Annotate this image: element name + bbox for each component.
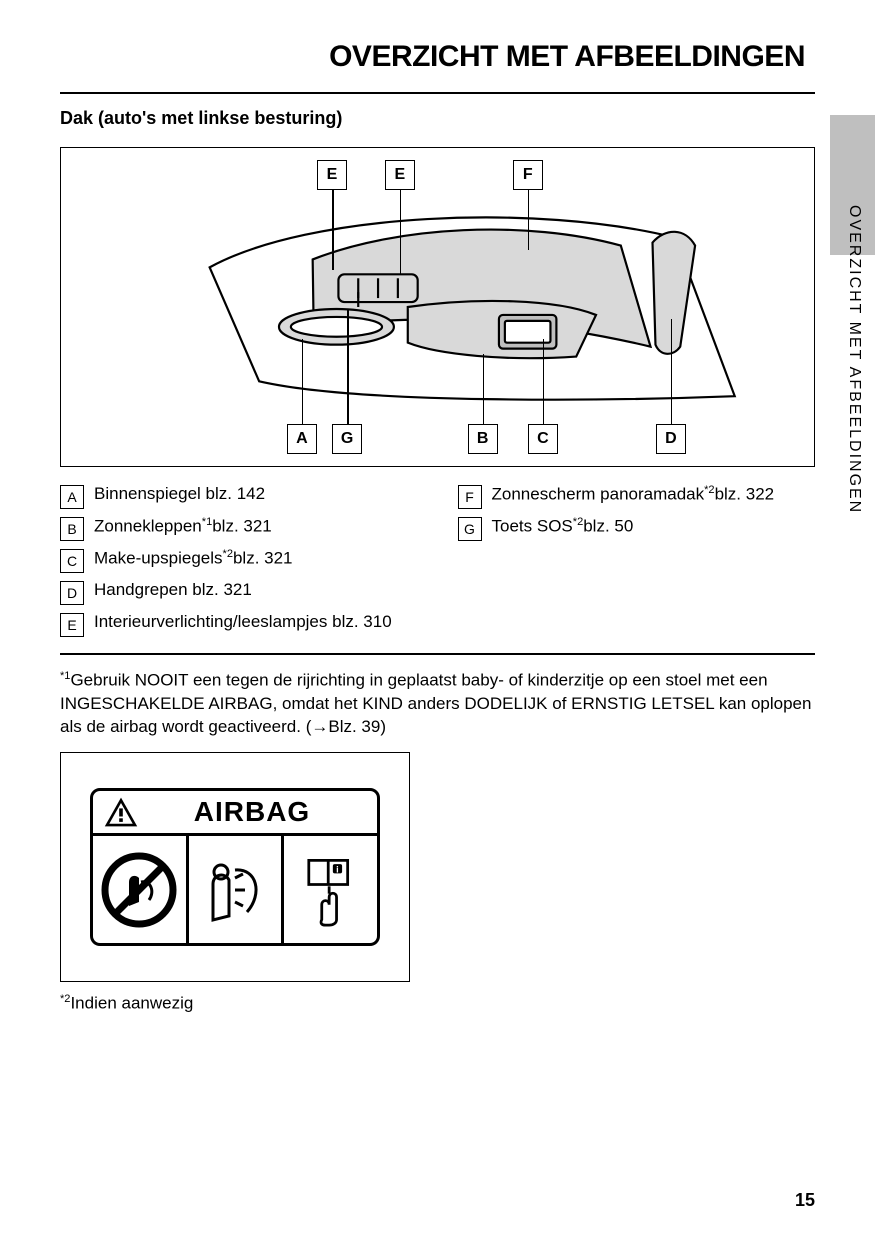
legend-item: B Zonnekleppen*1blz. 321 [60,515,418,541]
rule-top [60,92,815,94]
legend-letter-box: G [458,517,482,541]
callout-line [671,319,673,424]
callout-G: G [332,424,362,454]
legend-text: Binnenspiegel blz. 142 [94,483,418,505]
legend-text: Toets SOS*2blz. 50 [492,515,816,538]
callout-E-1: E [317,160,347,190]
section-subtitle: Dak (auto's met linkse besturing) [60,108,815,129]
callout-C: C [528,424,558,454]
airbag-manual-icon: i [284,836,377,943]
legend-letter-box: E [60,613,84,637]
legend-item: D Handgrepen blz. 321 [60,579,418,605]
airbag-warning-label: AIRBAG [90,788,380,946]
legend-item: F Zonnescherm panoramadak*2blz. 322 [458,483,816,509]
legend-text: Interieurverlichting/leeslampjes blz. 31… [94,611,418,633]
airbag-prohibition-icon [93,836,189,943]
page-number: 15 [795,1190,815,1211]
callout-line [543,339,545,424]
callout-line [400,190,402,275]
rule-mid [60,653,815,655]
callout-line [332,190,334,270]
legend-text: Make-upspiegels*2blz. 321 [94,547,418,570]
callout-B: B [468,424,498,454]
footnote-2-marker: *2 [60,993,70,1005]
legend-text: Zonnekleppen*1blz. 321 [94,515,418,538]
legend-item: E Interieurverlichting/leeslampjes blz. 3… [60,611,418,637]
callout-line [483,354,485,424]
roof-diagram: E E F A G B C D [60,147,815,467]
legend-letter-box: F [458,485,482,509]
legend-item: C Make-upspiegels*2blz. 321 [60,547,418,573]
footnote-2-text: Indien aanwezig [70,994,193,1013]
warning-triangle-icon [103,794,139,830]
svg-text:i: i [336,864,339,874]
legend: A Binnenspiegel blz. 142 B Zonnekleppen*1bl… [60,483,815,653]
callout-line [528,190,530,250]
legend-text: Handgrepen blz. 321 [94,579,418,601]
legend-item: A Binnenspiegel blz. 142 [60,483,418,509]
airbag-warning-frame: AIRBAG [60,752,410,982]
car-roof-illustration [61,148,814,466]
legend-letter-box: B [60,517,84,541]
legend-letter-box: A [60,485,84,509]
legend-letter-box: C [60,549,84,573]
callout-F: F [513,160,543,190]
legend-right-column: F Zonnescherm panoramadak*2blz. 322 G Toets… [458,483,816,643]
callout-A: A [287,424,317,454]
callout-E-2: E [385,160,415,190]
footnote-1: *1Gebruik NOOIT een tegen de rijrichting… [60,669,815,738]
footnote-1-marker: *1 [60,670,70,682]
page-title: OVERZICHT MET AFBEELDINGEN [60,40,815,74]
callout-line [347,309,349,424]
footnote-1-text: Gebruik NOOIT een tegen de rijrichting i… [60,671,811,736]
callout-D: D [656,424,686,454]
legend-left-column: A Binnenspiegel blz. 142 B Zonnekleppen*1bl… [60,483,418,643]
airbag-deployment-icon [189,836,285,943]
legend-letter-box: D [60,581,84,605]
airbag-title: AIRBAG [157,796,367,828]
footnote-2: *2Indien aanwezig [60,992,815,1016]
legend-item: G Toets SOS*2blz. 50 [458,515,816,541]
legend-text: Zonnescherm panoramadak*2blz. 322 [492,483,816,506]
callout-line [302,339,304,424]
